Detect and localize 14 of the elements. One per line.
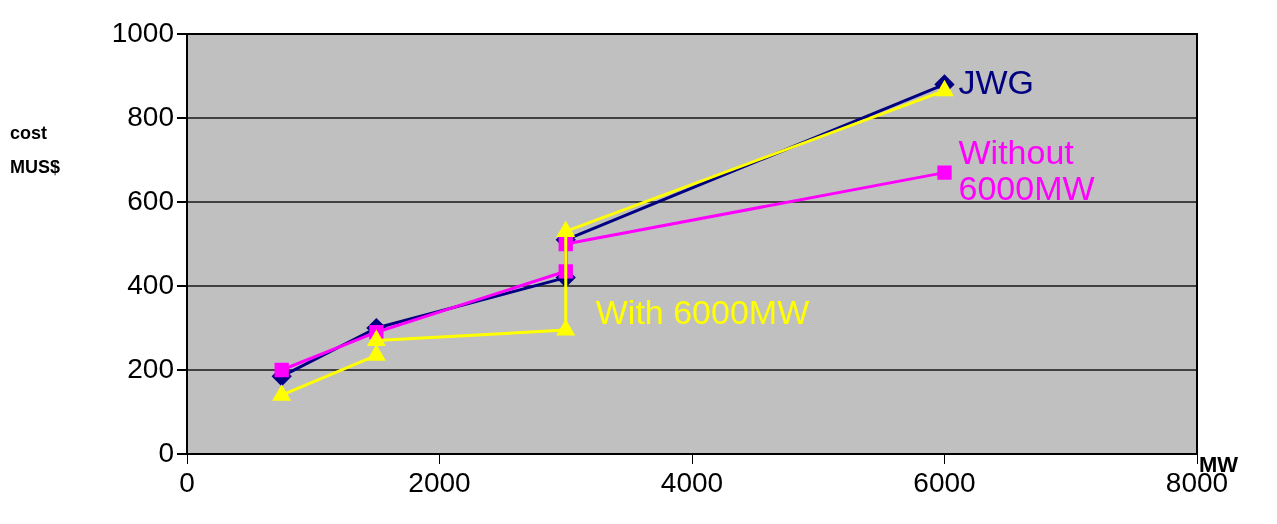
- series-label: JWG: [958, 62, 1035, 101]
- series-label: With 6000MW: [595, 293, 810, 332]
- y-tick-label: 600: [127, 184, 174, 216]
- y-axis-title: cost MUS$: [10, 122, 61, 177]
- y-tick-label: 800: [127, 100, 174, 132]
- x-tick-label: 2000: [408, 466, 471, 498]
- y-tick-label: 200: [127, 352, 174, 384]
- x-tick-label: 0: [179, 466, 195, 498]
- y-tick-label: 1000: [111, 16, 174, 48]
- x-tick-label: 4000: [660, 466, 724, 498]
- y-tick-label: 400: [127, 268, 174, 300]
- y-tick-label: 0: [158, 436, 174, 468]
- x-tick-label: 6000: [913, 466, 976, 498]
- series-label: Without 6000MW: [958, 132, 1095, 207]
